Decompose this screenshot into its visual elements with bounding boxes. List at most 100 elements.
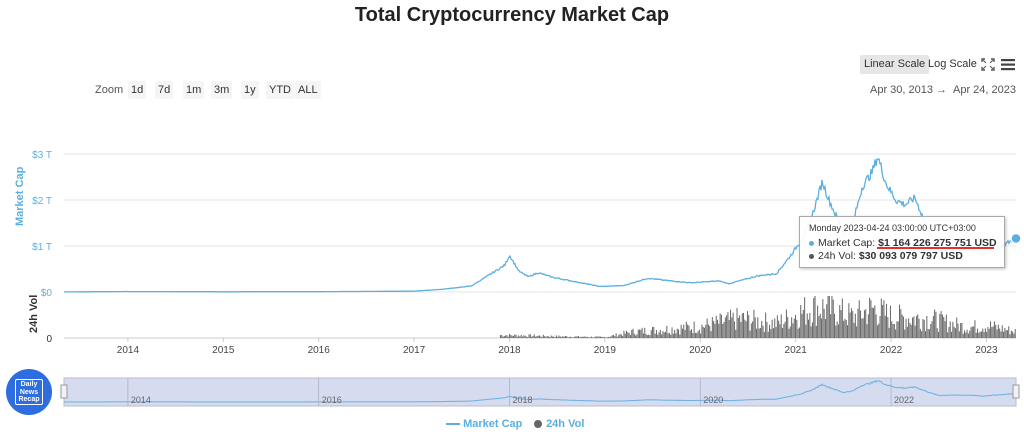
volume-bar bbox=[980, 331, 982, 338]
zoom-button-3m[interactable]: 3m bbox=[211, 81, 233, 99]
volume-bar bbox=[667, 333, 669, 338]
volume-bar bbox=[995, 324, 997, 338]
volume-bar bbox=[966, 329, 968, 338]
volume-bar bbox=[974, 320, 976, 338]
volume-bar bbox=[618, 335, 620, 338]
date-range-from[interactable]: Apr 30, 2013 bbox=[870, 84, 933, 96]
navigator-handle-left[interactable] bbox=[60, 384, 68, 399]
volume-bar bbox=[536, 336, 538, 338]
volume-bar bbox=[675, 333, 677, 338]
tooltip-vol-line: 24h Vol: $30 093 079 797 USD bbox=[809, 250, 963, 262]
volume-bar bbox=[962, 333, 964, 338]
volume-bar bbox=[927, 328, 929, 338]
volume-bar bbox=[923, 319, 925, 338]
volume-bar bbox=[853, 322, 855, 338]
volume-bar bbox=[925, 331, 927, 338]
volume-bar bbox=[967, 333, 969, 338]
volume-bar bbox=[589, 337, 591, 338]
volume-bar bbox=[952, 321, 954, 338]
volume-bar bbox=[648, 334, 650, 338]
volume-bar bbox=[896, 321, 898, 338]
volume-bar bbox=[576, 336, 578, 338]
volume-bar bbox=[691, 329, 693, 338]
volume-bar bbox=[958, 331, 960, 338]
linear-scale-button[interactable]: Linear Scale bbox=[860, 55, 930, 74]
volume-bar bbox=[507, 336, 509, 338]
volume-bar bbox=[670, 334, 672, 338]
volume-bar bbox=[714, 323, 716, 338]
volume-bar bbox=[722, 323, 724, 338]
volume-bar bbox=[676, 328, 678, 338]
volume-bar bbox=[936, 328, 938, 338]
zoom-button-all[interactable]: ALL bbox=[295, 81, 321, 99]
volume-bar bbox=[538, 335, 540, 338]
volume-bar bbox=[1004, 327, 1006, 338]
volume-bar bbox=[515, 334, 517, 338]
log-scale-button[interactable]: Log Scale bbox=[928, 58, 977, 70]
volume-bar bbox=[902, 316, 904, 338]
volume-bar bbox=[659, 329, 661, 338]
zoom-button-1y[interactable]: 1y bbox=[241, 81, 259, 99]
date-range-to[interactable]: Apr 24, 2023 bbox=[953, 84, 1016, 96]
volume-bar bbox=[921, 331, 923, 338]
volume-bar bbox=[801, 313, 803, 338]
zoom-button-1d[interactable]: 1d bbox=[128, 81, 147, 99]
volume-bar bbox=[557, 336, 559, 338]
volume-bar bbox=[965, 332, 967, 338]
volume-bar bbox=[1005, 330, 1007, 338]
volume-bar bbox=[723, 322, 725, 338]
volume-bar bbox=[990, 321, 992, 338]
volume-bar bbox=[957, 323, 959, 338]
volume-bar bbox=[1012, 331, 1014, 338]
volume-bar bbox=[529, 334, 531, 338]
zoom-button-1m[interactable]: 1m bbox=[183, 81, 205, 99]
volume-bar bbox=[765, 312, 767, 338]
volume-bar bbox=[870, 300, 872, 338]
volume-bar bbox=[992, 326, 994, 338]
legend-24h-vol[interactable]: 24h Vol bbox=[533, 418, 584, 430]
volume-bar bbox=[964, 330, 966, 338]
volume-bar bbox=[541, 336, 543, 338]
zoom-button-ytd[interactable]: YTD bbox=[266, 81, 294, 99]
volume-bar bbox=[969, 330, 971, 338]
volume-bar bbox=[704, 327, 706, 338]
volume-bar bbox=[646, 335, 648, 338]
volume-bar bbox=[860, 310, 862, 338]
volume-bar bbox=[693, 321, 695, 338]
volume-bar bbox=[654, 333, 656, 338]
volume-bar bbox=[709, 326, 711, 338]
volume-bar bbox=[988, 328, 990, 338]
tooltip: Monday 2023-04-24 03:00:00 UTC+03:00 Mar… bbox=[799, 216, 1005, 268]
volume-bar bbox=[906, 326, 908, 338]
volume-bar bbox=[639, 329, 641, 338]
legend-market-cap-label: Market Cap bbox=[463, 418, 523, 430]
volume-bar bbox=[571, 337, 573, 338]
volume-bar bbox=[522, 336, 524, 338]
volume-bar bbox=[548, 336, 550, 338]
volume-bar bbox=[910, 324, 912, 338]
volume-bar bbox=[615, 333, 617, 338]
volume-bar bbox=[771, 319, 773, 338]
hamburger-menu-icon[interactable] bbox=[999, 55, 1017, 74]
navigator-handle-right[interactable] bbox=[1012, 384, 1020, 399]
y-tick-label: $0 bbox=[41, 288, 53, 299]
volume-bar bbox=[905, 318, 907, 338]
volume-bar bbox=[822, 299, 824, 338]
zoom-button-7d[interactable]: 7d bbox=[155, 81, 174, 99]
volume-bar bbox=[970, 327, 972, 338]
volume-bar bbox=[818, 316, 820, 338]
y-tick-label: $3 T bbox=[32, 150, 52, 161]
market-cap-line bbox=[64, 157, 1017, 293]
volume-bar bbox=[824, 319, 826, 338]
volume-bar bbox=[554, 337, 556, 338]
volume-bar bbox=[914, 325, 916, 338]
legend-market-cap[interactable]: Market Cap bbox=[446, 418, 522, 430]
volume-bar bbox=[666, 325, 668, 338]
volume-bar bbox=[502, 336, 504, 338]
volume-bar bbox=[735, 329, 737, 338]
volume-bar bbox=[678, 329, 680, 338]
volume-bar bbox=[960, 323, 962, 338]
volume-bar bbox=[570, 336, 572, 338]
volume-bar bbox=[882, 304, 884, 338]
fullscreen-icon[interactable] bbox=[979, 55, 997, 74]
